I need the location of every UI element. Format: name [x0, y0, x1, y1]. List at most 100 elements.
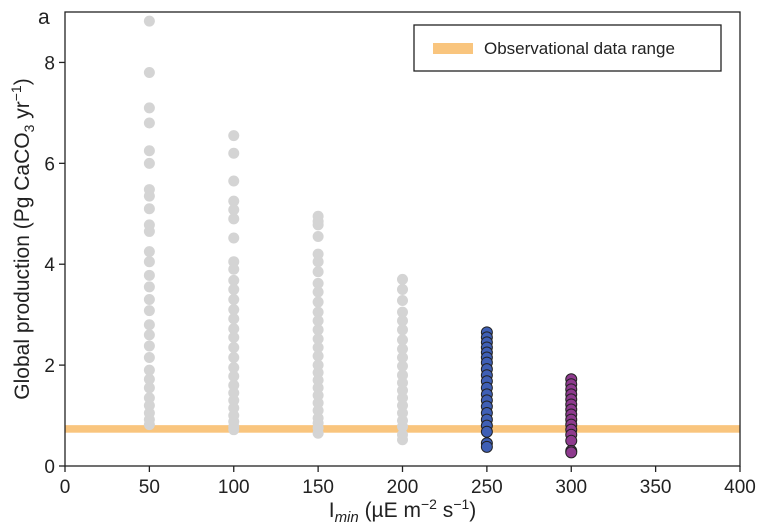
legend-label: Observational data range — [484, 39, 675, 58]
data-point — [312, 389, 324, 401]
series-150 — [312, 210, 324, 439]
data-point — [228, 204, 240, 216]
x-label-main: I — [329, 499, 335, 522]
data-point — [312, 427, 324, 439]
data-point — [312, 350, 324, 362]
data-point — [228, 424, 240, 436]
data-point — [312, 382, 324, 394]
data-point — [397, 283, 408, 295]
x-label-mid: s — [437, 499, 453, 522]
data-point — [397, 369, 408, 381]
data-point — [228, 232, 240, 244]
x-label-end: ) — [469, 499, 476, 522]
data-point — [228, 213, 240, 225]
data-point — [143, 329, 155, 341]
data-point — [228, 341, 240, 353]
data-point — [397, 377, 408, 389]
data-point — [312, 286, 324, 298]
data-point — [565, 434, 578, 447]
x-tick-label: 50 — [139, 477, 160, 498]
data-point — [312, 277, 324, 289]
data-point — [143, 294, 155, 306]
data-point — [480, 440, 493, 453]
data-point — [397, 315, 408, 327]
data-point — [397, 295, 408, 307]
data-point — [312, 374, 324, 386]
data-point — [397, 434, 408, 446]
y-axis-label: Global production (Pg CaCO3 yr−1) — [8, 78, 37, 399]
data-point — [143, 419, 155, 431]
data-point — [143, 246, 155, 258]
x-axis-label: Imin (µE m−2 s−1) — [329, 496, 477, 526]
x-label-sup2: −1 — [453, 496, 469, 512]
data-point — [228, 313, 240, 325]
data-point — [143, 145, 155, 157]
y-tick-label: 6 — [44, 154, 55, 175]
data-point — [228, 263, 240, 275]
x-label-sub: min — [335, 509, 359, 526]
data-point — [228, 394, 240, 406]
data-point — [480, 425, 493, 438]
data-point — [397, 273, 408, 285]
data-point — [312, 248, 324, 260]
data-point — [565, 446, 578, 459]
x-label-sup1: −2 — [421, 496, 437, 512]
data-point — [143, 373, 155, 385]
data-point — [312, 296, 324, 308]
data-point — [228, 402, 240, 414]
data-point — [143, 281, 155, 293]
data-point — [397, 352, 408, 364]
data-point — [397, 421, 408, 433]
x-tick-label: 400 — [724, 477, 756, 498]
data-point — [312, 405, 324, 417]
data-point — [397, 306, 408, 318]
x-tick-label: 350 — [640, 477, 672, 498]
data-point — [143, 203, 155, 215]
data-point — [143, 190, 155, 202]
data-point — [312, 359, 324, 371]
x-tick-label: 200 — [387, 477, 419, 498]
data-point — [312, 230, 324, 242]
data-point — [397, 343, 408, 355]
legend: Observational data range — [413, 24, 722, 72]
data-point — [143, 117, 155, 129]
data-point — [228, 323, 240, 335]
data-point — [312, 256, 324, 268]
x-tick-label: 250 — [471, 477, 503, 498]
data-point — [312, 219, 324, 231]
y-label-sup: −1 — [8, 85, 24, 101]
data-point — [397, 324, 408, 336]
data-point — [228, 331, 240, 343]
x-tick-label: 100 — [218, 477, 250, 498]
x-label-rest: (µE m — [359, 499, 421, 522]
data-point — [312, 397, 324, 409]
data-point — [397, 384, 408, 396]
data-point — [143, 382, 155, 394]
data-point — [143, 157, 155, 169]
data-point — [228, 283, 240, 295]
data-point — [228, 304, 240, 316]
data-point — [143, 399, 155, 411]
series-250 — [480, 326, 493, 453]
data-point — [228, 379, 240, 391]
y-tick-label: 4 — [44, 255, 55, 276]
data-point — [143, 102, 155, 114]
data-point — [143, 319, 155, 331]
y-tick-label: 2 — [44, 356, 55, 377]
panel-label: a — [38, 6, 50, 29]
data-point — [397, 334, 408, 346]
data-point — [143, 352, 155, 364]
data-point — [143, 392, 155, 404]
y-label-mid: yr — [11, 101, 34, 124]
data-point — [312, 367, 324, 379]
data-point — [312, 315, 324, 327]
data-point — [228, 387, 240, 399]
data-point — [228, 195, 240, 207]
data-point — [143, 269, 155, 281]
y-label-end: ) — [11, 78, 34, 85]
data-point — [228, 370, 240, 382]
data-point — [143, 340, 155, 352]
data-point — [312, 324, 324, 336]
